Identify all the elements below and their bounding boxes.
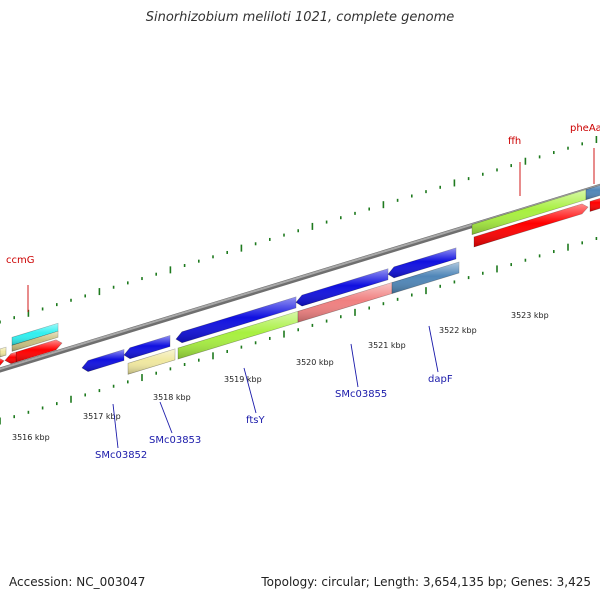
gene-edge-b-shade [0, 358, 4, 366]
scale-label: 3521 kbp [368, 341, 406, 350]
reverse-gene-label: SMc03855 [335, 389, 387, 400]
reverse-gene-label: SMc03852 [95, 450, 147, 461]
forward-gene-label: ffh [508, 136, 521, 147]
gene-ccmG-mid-shade [12, 331, 58, 352]
reverse-gene-label: ftsY [246, 415, 265, 426]
genome-stats-label: Topology: circular; Length: 3,654,135 bp… [261, 575, 591, 589]
gene-ccmG-upper-shade [12, 323, 58, 346]
scale-label: 3520 kbp [296, 358, 334, 367]
reverse-label-leader [112, 403, 119, 449]
reverse-gene-label: SMc03853 [149, 435, 201, 446]
reverse-label-leader [350, 343, 359, 388]
gene-ffh-upper-shade [472, 189, 586, 235]
accession-label: Accession: NC_003047 [9, 575, 146, 589]
reverse-label-leader [428, 325, 439, 373]
gene-pheAa-upper-shade [586, 185, 600, 200]
scale-label: 3517 kbp [83, 412, 121, 421]
gene-ccmG-lower-shade [16, 339, 62, 363]
genes-layer [0, 185, 600, 375]
gene-ffh-lower-shade [474, 203, 588, 247]
scale-label: 3519 kbp [224, 375, 262, 384]
scale-label: 3522 kbp [439, 326, 477, 335]
gene-edge-a-shade [0, 347, 6, 357]
reverse-label-leader [243, 367, 257, 414]
map-title: Sinorhizobium meliloti 1021, complete ge… [145, 10, 455, 25]
gene-SMc03853-yellow-shade [128, 348, 175, 375]
tick-layer [0, 136, 598, 425]
forward-gene-label: pheAa [570, 123, 600, 134]
gene-dapF-upper-shade [388, 247, 456, 278]
gene-SMc03853-a-shade [124, 335, 170, 359]
forward-gene-label: ccmG [6, 255, 35, 266]
gene-SMc03853-b-shade [176, 296, 296, 343]
scale-label: 3516 kbp [12, 433, 50, 442]
labels-layer: 3516 kbp 3517 kbp 3518 kbp 3519 kbp 3520 kbp… [6, 123, 600, 461]
scale-label: 3523 kbp [511, 311, 549, 320]
reverse-gene-label: dapF [428, 374, 453, 385]
reverse-label-leader [159, 401, 173, 434]
gene-ftsY-shade [178, 311, 298, 360]
gene-SMc03855-upper-shade [296, 268, 388, 307]
gene-SMc03852-shade [82, 349, 124, 372]
gene-SMc03855-shade [298, 282, 392, 323]
gene-dapF-shade [392, 262, 459, 294]
scale-label: 3518 kbp [153, 393, 191, 402]
gene-pheAa-lower-shade [590, 198, 600, 212]
genome-backbone [0, 184, 600, 371]
backbone-layer [0, 183, 600, 373]
gene-edge-c-shade [5, 352, 16, 364]
